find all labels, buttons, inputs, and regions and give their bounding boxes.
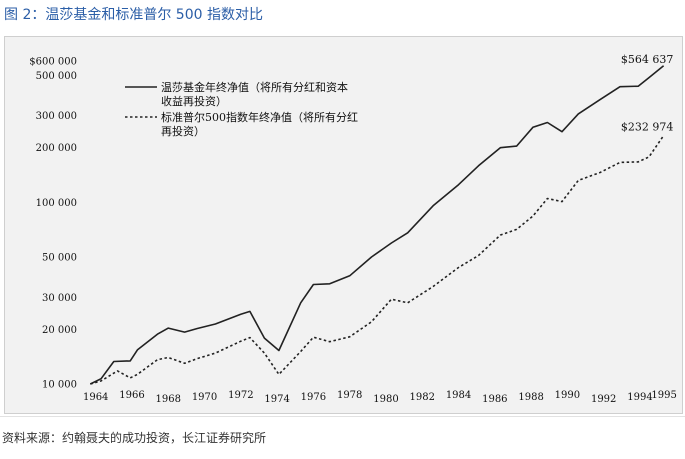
x-tick-label: 1978 bbox=[337, 390, 362, 401]
x-tick-label: 1994 bbox=[627, 392, 652, 403]
x-tick-label: 1986 bbox=[482, 394, 507, 405]
series-line-windsor bbox=[89, 65, 665, 385]
end-value-label: $564 637 bbox=[621, 53, 674, 66]
y-tick-label: 200 000 bbox=[36, 143, 77, 154]
legend-label-line1: 温莎基金年终净值（将所有分红和资本 bbox=[161, 80, 348, 94]
series-line-sp500 bbox=[90, 135, 665, 385]
end-value-label: $232 974 bbox=[621, 121, 674, 134]
line-chart: 10 000 20 000 30 000 50 000 100 000 200 000 30… bbox=[29, 53, 677, 405]
y-tick-label: 300 000 bbox=[36, 111, 77, 122]
x-tick-label: 1970 bbox=[192, 392, 217, 403]
series-lines bbox=[89, 65, 665, 385]
figure-title: 图 2：温莎基金和标准普尔 500 指数对比 bbox=[4, 7, 263, 23]
x-tick-label: 1974 bbox=[264, 394, 289, 405]
y-axis-ticks: 10 000 20 000 30 000 50 000 100 000 200 000 30… bbox=[29, 57, 77, 391]
y-tick-label: 30 000 bbox=[42, 293, 77, 304]
x-tick-label: 1988 bbox=[518, 392, 543, 403]
x-tick-label: 1968 bbox=[156, 394, 181, 405]
x-tick-label: 1972 bbox=[228, 390, 253, 401]
y-tick-label: 500 000 bbox=[36, 71, 77, 82]
legend-label-line2: 再投资） bbox=[161, 124, 205, 138]
x-tick-label: 1992 bbox=[591, 394, 616, 405]
x-tick-label: 1966 bbox=[119, 390, 144, 401]
x-tick-label: 1995 bbox=[651, 390, 676, 401]
x-tick-label: 1990 bbox=[555, 390, 580, 401]
y-tick-label: 20 000 bbox=[42, 325, 77, 336]
source-note: 资料来源：约翰聂夫的成功投资，长江证券研究所 bbox=[0, 416, 685, 458]
x-tick-label: 1982 bbox=[410, 392, 435, 403]
y-tick-label: 10 000 bbox=[42, 380, 77, 391]
chart-frame: 10 000 20 000 30 000 50 000 100 000 200 000 30… bbox=[4, 36, 683, 414]
y-tick-label: 50 000 bbox=[42, 253, 77, 264]
legend-label-line2: 收益再投资） bbox=[161, 94, 227, 108]
end-value-annotations: $564 637 $232 974 bbox=[621, 53, 674, 134]
y-tick-label: $600 000 bbox=[29, 57, 77, 68]
x-axis-ticks: 1964 1966 1968 1970 1972 1974 1976 1978 1980 1982… bbox=[83, 390, 677, 405]
x-tick-label: 1976 bbox=[301, 392, 326, 403]
legend-label-line1: 标准普尔500指数年终净值（将所有分红 bbox=[161, 110, 358, 124]
x-tick-label: 1964 bbox=[83, 392, 108, 403]
x-tick-label: 1980 bbox=[373, 394, 398, 405]
y-tick-label: 100 000 bbox=[36, 198, 77, 209]
x-tick-label: 1984 bbox=[446, 390, 471, 401]
